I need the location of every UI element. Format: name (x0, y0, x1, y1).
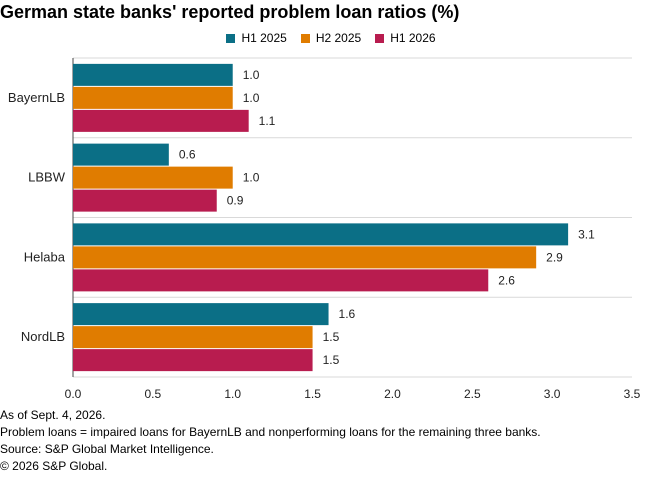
bar-helaba-h1-2025 (73, 223, 569, 246)
bar-value-label: 3.1 (578, 227, 595, 241)
bar-value-label: 1.0 (243, 68, 260, 82)
bar-nordlb-h2-2025 (73, 326, 313, 349)
legend-item-h2-2025: H2 2025 (300, 31, 362, 45)
category-label: LBBW (28, 170, 66, 185)
legend-label-h1-2025: H1 2025 (241, 31, 287, 45)
legend-swatch-h1-2025 (226, 33, 236, 43)
note-definition: Problem loans = impaired loans for Bayer… (0, 425, 541, 439)
bar-value-label: 2.6 (498, 273, 515, 287)
x-tick-label: 1.0 (224, 387, 241, 401)
bar-lbbw-h1-2026 (73, 189, 217, 212)
legend-swatch-h1-2026 (375, 33, 385, 43)
legend-label-h1-2026: H1 2026 (390, 31, 436, 45)
category-label: Helaba (24, 249, 66, 264)
bar-lbbw-h1-2025 (73, 143, 169, 166)
bar-value-label: 1.5 (323, 330, 340, 344)
bar-bayernlb-h1-2026 (73, 109, 249, 132)
x-tick-label: 0.5 (145, 387, 162, 401)
note-source: Source: S&P Global Market Intelligence. (0, 442, 214, 456)
bar-lbbw-h2-2025 (73, 166, 233, 189)
bar-bayernlb-h2-2025 (73, 86, 233, 109)
bar-value-label: 1.0 (243, 91, 260, 105)
bar-chart: 1.0 1.0 1.1 BayernLB 0.6 1.0 0.9 LBBW 3.1 2.9 2.6 H… (8, 57, 641, 401)
x-tick-label: 0.0 (65, 387, 82, 401)
bar-helaba-h2-2025 (73, 246, 537, 269)
note-date: As of Sept. 4, 2026. (0, 408, 106, 422)
legend-label-h2-2025: H2 2025 (315, 31, 362, 45)
bar-bayernlb-h1-2025 (73, 63, 233, 86)
x-tick-label: 3.0 (544, 387, 561, 401)
legend-item-h1-2026: H1 2026 (375, 31, 436, 45)
note-copyright: © 2026 S&P Global. (0, 459, 108, 473)
bar-value-label: 1.1 (259, 114, 276, 128)
category-label: NordLB (21, 329, 65, 344)
chart-title: German state banks' reported problem loa… (0, 2, 460, 22)
bar-value-label: 0.9 (227, 194, 244, 208)
chart-notes: As of Sept. 4, 2026. Problem loans = imp… (0, 407, 541, 475)
x-tick-label: 3.5 (624, 387, 641, 401)
x-tick-label: 2.0 (384, 387, 401, 401)
bar-value-label: 1.0 (243, 171, 260, 185)
chart-legend: H1 2025 H2 2025 H1 2026 (0, 31, 662, 45)
bar-value-label: 1.5 (323, 353, 340, 367)
legend-swatch-h2-2025 (300, 33, 310, 43)
bar-value-label: 0.6 (179, 148, 196, 162)
x-tick-label: 2.5 (464, 387, 481, 401)
legend-item-h1-2025: H1 2025 (226, 31, 287, 45)
x-tick-label: 1.5 (304, 387, 321, 401)
bar-nordlb-h1-2026 (73, 349, 313, 372)
category-label: BayernLB (8, 90, 65, 105)
bar-value-label: 1.6 (339, 307, 356, 321)
bar-helaba-h1-2026 (73, 269, 489, 292)
bar-value-label: 2.9 (546, 250, 563, 264)
bar-nordlb-h1-2025 (73, 303, 329, 326)
